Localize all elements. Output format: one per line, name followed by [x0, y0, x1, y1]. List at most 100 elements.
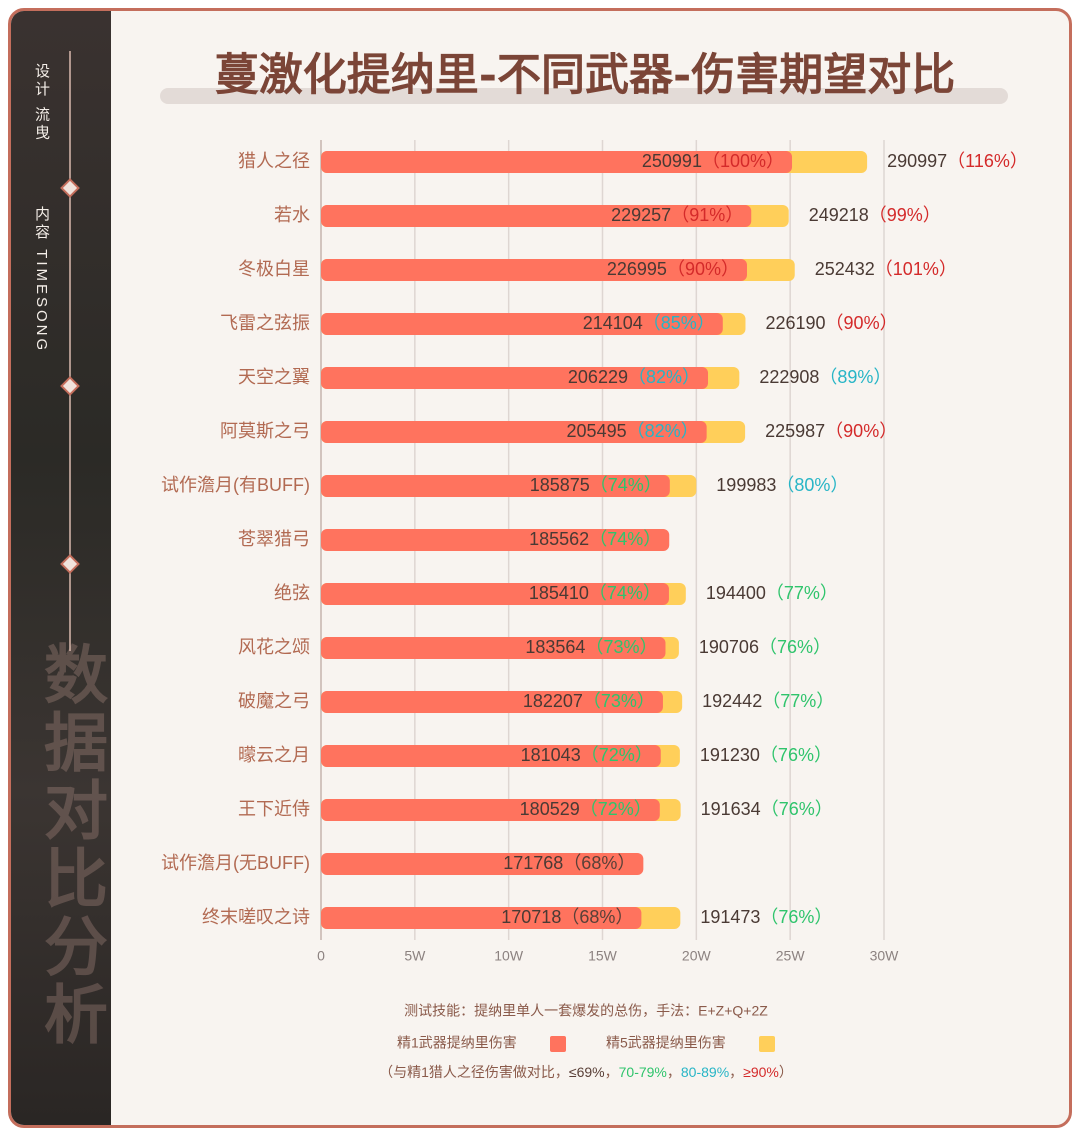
y-tick-label: 天空之翼: [238, 367, 310, 387]
value-text: 185562: [529, 529, 589, 549]
value-text: 229257: [611, 205, 671, 225]
value-text: 181043: [521, 745, 581, 765]
share-text: （73%）: [585, 637, 657, 657]
y-tick-label: 冬极白星: [238, 259, 310, 279]
bar: [321, 799, 660, 821]
value-text: 180529: [520, 799, 580, 819]
value-text: 194400: [706, 583, 766, 603]
y-tick-label: 终末嗟叹之诗: [202, 907, 310, 927]
bar: [321, 151, 793, 173]
x-tick-label: 30W: [870, 948, 900, 964]
share-text: （77%）: [762, 691, 834, 711]
share-text: （90%）: [826, 313, 898, 333]
title-band: [160, 88, 1008, 104]
share-text: （100%）: [702, 151, 784, 171]
y-tick-label: 苍翠猎弓: [238, 529, 310, 549]
value-text: 183564: [525, 637, 585, 657]
band-label: ≤69%: [569, 1064, 605, 1080]
note-separator: ，: [605, 1064, 619, 1080]
value-text: 226995: [607, 259, 667, 279]
y-tick-label: 绝弦: [274, 583, 310, 603]
value-text: 199983: [716, 475, 776, 495]
value-text: 190706: [699, 637, 759, 657]
value-label: 191634（76%）: [701, 799, 833, 819]
value-label: 171768（68%）: [503, 853, 635, 873]
value-label: 190706（76%）: [699, 637, 831, 657]
share-text: （85%）: [643, 313, 715, 333]
y-tick-label: 飞雷之弦振: [220, 313, 310, 333]
value-label: 185875（74%）: [530, 475, 662, 495]
y-tick-label: 破魔之弓: [238, 691, 310, 711]
value-text: 225987: [765, 421, 825, 441]
value-text: 214104: [583, 313, 643, 333]
x-tick-label: 10W: [494, 948, 524, 964]
y-tick-label: 阿莫斯之弓: [220, 421, 310, 441]
x-tick-label: 25W: [776, 948, 806, 964]
value-label: 229257（91%）: [611, 205, 743, 225]
legend-swatch: [550, 1036, 566, 1052]
y-tick-label: 试作澹月(有BUFF): [161, 475, 310, 495]
value-label: 192442（77%）: [702, 691, 834, 711]
x-tick-label: 20W: [682, 948, 712, 964]
sidebar: 设计 流曳 内容 TIMESONG 数据对比分析: [11, 11, 111, 1125]
bar: [321, 529, 670, 551]
value-text: 250991: [642, 151, 702, 171]
share-text: （73%）: [583, 691, 655, 711]
value-label: 199983（80%）: [716, 475, 848, 495]
share-text: （76%）: [759, 637, 831, 657]
value-text: 226190: [765, 313, 825, 333]
value-text: 290997: [887, 151, 947, 171]
x-tick-label: 15W: [588, 948, 618, 964]
value-label: 206229（82%）: [568, 367, 700, 387]
value-label: 214104（85%）: [583, 313, 715, 333]
bar: [321, 259, 747, 281]
value-label: 249218（99%）: [809, 205, 941, 225]
bar: [321, 637, 666, 659]
share-text: （68%）: [563, 853, 635, 873]
value-label: 250991（100%）: [642, 151, 784, 171]
share-text: （82%）: [628, 367, 700, 387]
share-text: （74%）: [589, 583, 661, 603]
content-credit: 内容 TIMESONG: [33, 206, 50, 354]
value-label: 194400（77%）: [706, 583, 838, 603]
note: （与精1猎人之径伤害做对比，≤69%，70-79%，80-89%，≥90%）: [379, 1064, 793, 1080]
value-label: 185562（74%）: [529, 529, 661, 549]
value-text: 170718: [501, 907, 561, 927]
value-text: 191473: [700, 907, 760, 927]
share-text: （116%）: [947, 151, 1028, 171]
designer-credit: 设计 流曳: [33, 63, 50, 143]
x-tick-label: 5W: [404, 948, 426, 964]
value-label: 181043（72%）: [521, 745, 653, 765]
bar: [321, 907, 642, 929]
y-tick-label: 风花之颂: [238, 637, 310, 657]
legend-label: 精5武器提纳里伤害: [606, 1035, 726, 1051]
bar: [321, 583, 669, 605]
y-tick-label: 若水: [274, 205, 310, 225]
value-label: 225987（90%）: [765, 421, 897, 441]
value-text: 252432: [815, 259, 875, 279]
note-prefix: （与精1猎人之径伤害做对比，: [379, 1064, 569, 1080]
share-text: （89%）: [819, 367, 891, 387]
share-text: （76%）: [760, 745, 832, 765]
share-text: （76%）: [761, 799, 833, 819]
legend-swatch: [759, 1036, 775, 1052]
band-label: 80-89%: [681, 1064, 729, 1080]
y-tick-label: 王下近侍: [238, 799, 310, 819]
note-separator: ，: [667, 1064, 681, 1080]
y-tick-label: 猎人之径: [238, 151, 310, 171]
band-label: 70-79%: [619, 1064, 667, 1080]
x-tick-label: 0: [317, 948, 325, 964]
frame: 设计 流曳 内容 TIMESONG 数据对比分析: [8, 8, 1072, 1128]
value-label: 205495（82%）: [567, 421, 699, 441]
bar: [321, 421, 707, 443]
value-label: 222908（89%）: [759, 367, 891, 387]
value-text: 185875: [530, 475, 590, 495]
value-label: 182207（73%）: [523, 691, 655, 711]
bar: [321, 205, 752, 227]
chart-title: 蔓激化提纳里-不同武器-伤害期望对比: [215, 50, 956, 101]
bar: [321, 745, 661, 767]
bar: [321, 475, 670, 497]
value-label: 226190（90%）: [765, 313, 897, 333]
